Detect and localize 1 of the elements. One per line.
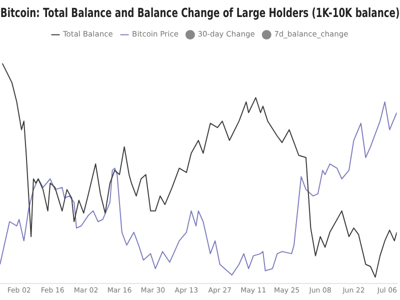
chart-title: Bitcoin: Total Balance and Balance Change of Large Holders (1K-10K balance)	[0, 5, 400, 20]
